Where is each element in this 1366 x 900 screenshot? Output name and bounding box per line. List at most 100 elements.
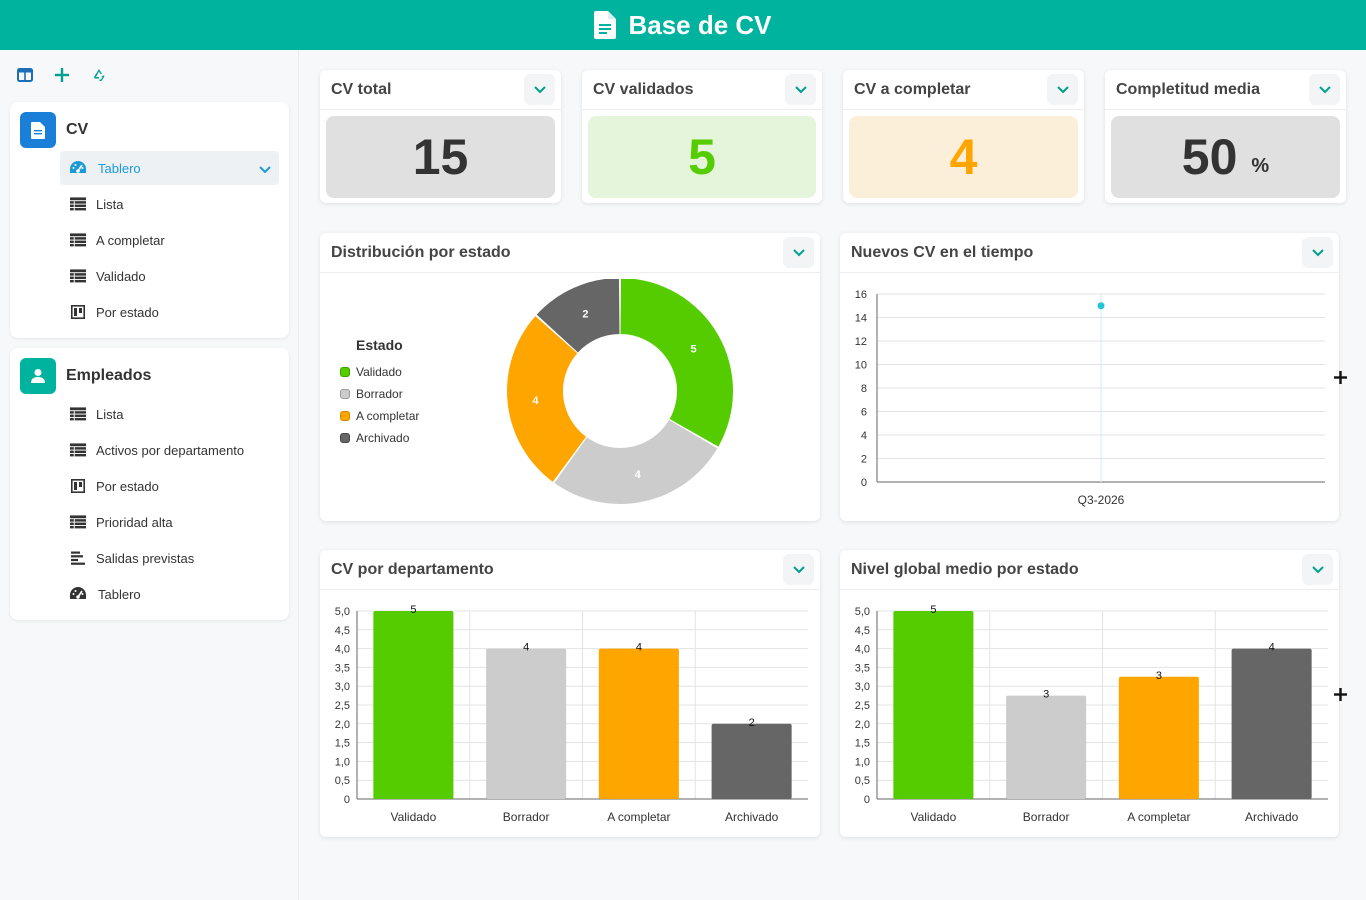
kanban-icon [70, 305, 86, 319]
sidebar: CV Tablero Lista A completar Validado P [0, 50, 299, 900]
x-tick-label: A completar [1127, 810, 1190, 824]
donut-chart: 5 4 4 2 [507, 279, 733, 504]
legend-item[interactable]: Validado [340, 361, 419, 383]
cv-group-header: CV [10, 110, 289, 150]
legend-item[interactable]: Archivado [340, 427, 419, 449]
legend-label: A completar [356, 409, 420, 423]
timeline-icon [70, 551, 86, 565]
kanban-icon [70, 479, 86, 493]
legend-label: Archivado [356, 431, 410, 445]
bar-value-label: 5 [930, 604, 936, 616]
kpi-value: 5 [688, 129, 716, 185]
sidebar-item-cv-lista[interactable]: Lista [10, 186, 289, 222]
bar [1006, 695, 1087, 799]
chevron-down-icon[interactable] [1047, 74, 1078, 105]
kpi-value-box: 50 % [1111, 116, 1340, 198]
x-tick-label: A completar [607, 810, 670, 824]
user-icon [20, 358, 56, 394]
chart-card-distribucion: Distribución por estado Estado Validado … [320, 233, 820, 521]
chevron-down-icon[interactable] [785, 74, 816, 105]
chevron-down-icon[interactable] [783, 237, 814, 268]
y-tick-label: 1,0 [335, 756, 350, 768]
bar [711, 723, 792, 799]
kpi-value-box: 15 [326, 116, 555, 198]
plus-icon[interactable] [47, 60, 76, 89]
y-tick-label: 3,5 [335, 662, 350, 674]
document-icon [20, 112, 56, 148]
sidebar-item-empleados-prioridad[interactable]: Prioridad alta [10, 504, 289, 540]
x-tick-label: Archivado [725, 810, 779, 824]
chevron-down-icon[interactable] [1302, 237, 1333, 268]
empleados-group-title: Empleados [66, 367, 152, 384]
legend-item[interactable]: Borrador [340, 383, 419, 405]
y-tick-label: 16 [855, 289, 867, 301]
line-chart: 0 2 4 6 8 10 12 14 16 Q3-2026 [855, 289, 1325, 507]
sidebar-item-label: Tablero [98, 160, 141, 176]
bar-value-label: 3 [1156, 670, 1162, 682]
y-tick-label: 6 [861, 407, 867, 419]
x-tick-label: Q3-2026 [1078, 493, 1125, 507]
y-tick-label: 2,5 [855, 700, 870, 712]
chevron-down-icon[interactable] [1309, 74, 1340, 105]
sidebar-item-label: Tablero [98, 586, 141, 602]
sidebar-item-empleados-salidas[interactable]: Salidas previstas [10, 540, 289, 576]
bar-value-label: 4 [1269, 642, 1275, 654]
sidebar-item-cv-validado[interactable]: Validado [10, 258, 289, 294]
y-tick-label: 3,0 [335, 681, 350, 693]
y-tick-label: 3,5 [855, 662, 870, 674]
dashboard-icon [68, 161, 88, 175]
x-tick-label: Borrador [1023, 810, 1070, 824]
document-icon [594, 11, 617, 39]
chevron-down-icon[interactable] [783, 554, 814, 585]
y-tick-label: 2,0 [335, 719, 350, 731]
chevron-down-icon[interactable] [259, 162, 271, 177]
kpi-value: 50 [1181, 129, 1238, 185]
y-tick-label: 4 [861, 430, 867, 442]
kpi-value: 15 [412, 129, 469, 185]
bar [486, 648, 567, 799]
bar [1231, 648, 1312, 799]
table-icon [70, 407, 86, 421]
y-tick-label: 2,5 [335, 700, 350, 712]
table-icon [70, 233, 86, 247]
y-tick-label: 0 [344, 794, 350, 806]
kpi-card-header: CV a completar [843, 70, 1084, 110]
sidebar-item-cv-tablero[interactable]: Tablero [10, 150, 289, 186]
layout-icon[interactable] [10, 60, 39, 89]
sidebar-item-label: Salidas previstas [96, 550, 195, 566]
bar-value-label: 2 [749, 717, 755, 729]
chart-title: CV por departamento [331, 560, 494, 578]
table-icon [70, 269, 86, 283]
chart-title: Nuevos CV en el tiempo [851, 243, 1034, 261]
y-tick-label: 10 [855, 360, 867, 372]
recycle-icon[interactable] [84, 60, 113, 89]
bar-value-label: 3 [1043, 689, 1049, 701]
kpi-card-cv-a-completar: CV a completar 4 [843, 70, 1084, 203]
y-tick-label: 12 [855, 336, 867, 348]
bar [598, 648, 679, 799]
chevron-down-icon[interactable] [1302, 554, 1333, 585]
sidebar-toolbar [0, 50, 298, 92]
sidebar-item-empleados-lista[interactable]: Lista [10, 396, 289, 432]
sidebar-item-label: Lista [96, 406, 124, 422]
kpi-card-cv-validados: CV validados 5 [582, 70, 822, 203]
sidebar-item-label: Activos por departamento [96, 442, 245, 458]
y-tick-label: 0,5 [855, 775, 870, 787]
sidebar-item-cv-a-completar[interactable]: A completar [10, 222, 289, 258]
chevron-down-icon[interactable] [524, 74, 555, 105]
sidebar-item-empleados-tablero[interactable]: Tablero [10, 576, 289, 612]
sidebar-item-cv-por-estado[interactable]: Por estado [10, 294, 289, 330]
y-tick-label: 1,0 [855, 756, 870, 768]
y-tick-label: 1,5 [335, 738, 350, 750]
table-icon [70, 443, 86, 457]
chart-card-header: CV por departamento [320, 550, 820, 590]
y-tick-label: 2,0 [855, 719, 870, 731]
sidebar-item-empleados-por-estado[interactable]: Por estado [10, 468, 289, 504]
plus-icon[interactable] [1327, 364, 1353, 390]
y-tick-label: 4,5 [855, 625, 870, 637]
legend-item[interactable]: A completar [340, 405, 419, 427]
sidebar-item-label: Por estado [96, 478, 159, 494]
plus-icon[interactable] [1327, 681, 1353, 707]
legend-label: Borrador [356, 387, 403, 401]
sidebar-item-empleados-activos[interactable]: Activos por departamento [10, 432, 289, 468]
